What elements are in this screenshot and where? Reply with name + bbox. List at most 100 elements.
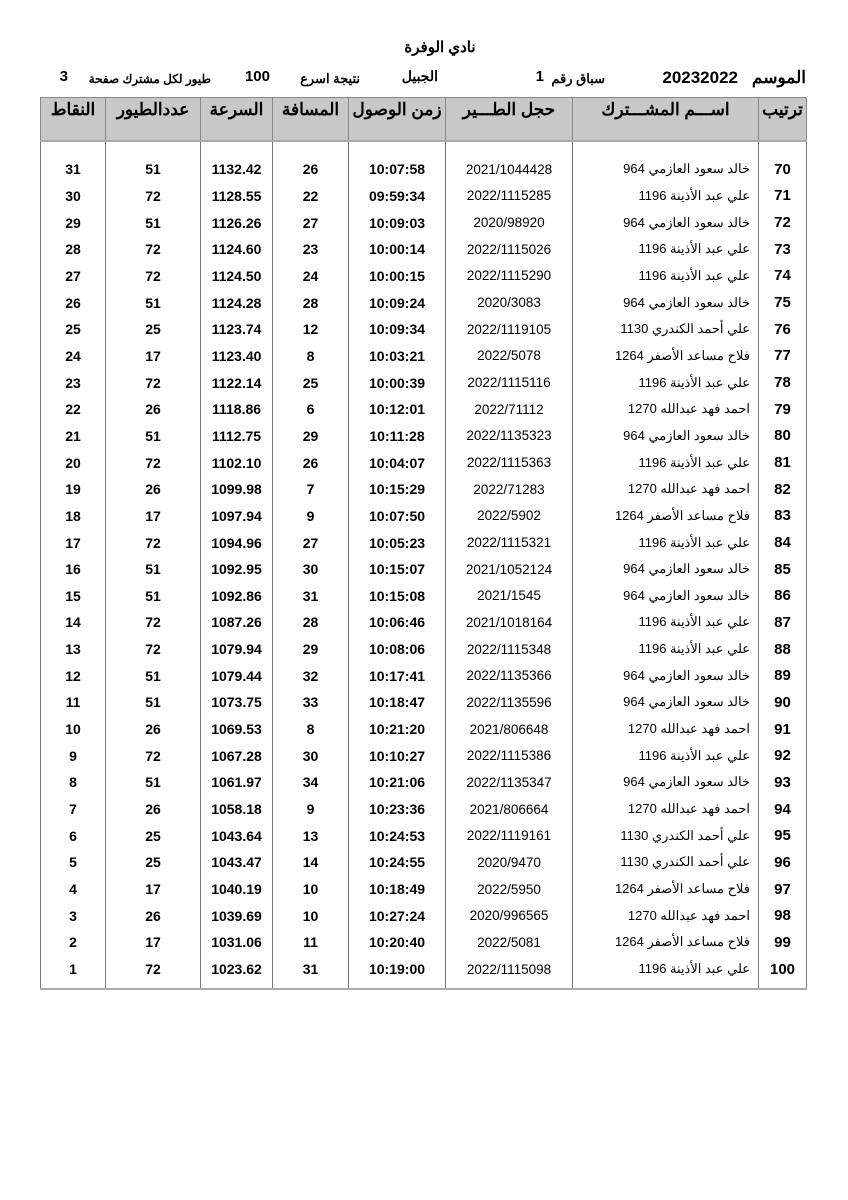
- cell-arrival-time: 10:17:41: [348, 662, 446, 690]
- cell-ring: 2021/1044428: [445, 141, 573, 183]
- cell-ring: 2021/1018164: [445, 609, 573, 636]
- table-row: 89 خالد سعود العازمي 964 2022/1135366 10:17…: [40, 662, 807, 690]
- cell-rank: 76: [758, 315, 807, 343]
- cell-speed: 1123.74: [200, 315, 273, 343]
- cell-member-name: خالد سعود العازمي 964: [572, 209, 759, 236]
- cell-member-name: احمد فهد عبدالله 1270: [572, 395, 759, 423]
- cell-speed: 1097.94: [200, 502, 273, 530]
- table-row: 86 خالد سعود العازمي 964 2021/1545 10:15:08…: [40, 582, 807, 610]
- cell-arrival-time: 10:24:55: [348, 849, 446, 876]
- cell-speed: 1102.10: [200, 449, 273, 476]
- cell-member-name: علي عبد الأذينة 1196: [572, 235, 759, 263]
- cell-speed: 1079.44: [200, 662, 273, 690]
- cell-member-name: خالد سعود العازمي 964: [572, 689, 759, 716]
- cell-arrival-time: 10:03:21: [348, 342, 446, 370]
- table-row: 75 خالد سعود العازمي 964 2020/3083 10:09:24…: [40, 289, 807, 316]
- cell-speed: 1061.97: [200, 769, 273, 796]
- cell-arrival-time: 10:23:36: [348, 795, 446, 823]
- cell-distance: 28: [272, 609, 349, 636]
- cell-ring: 2020/9470: [445, 849, 573, 876]
- cell-distance: 33: [272, 689, 349, 716]
- table-row: 90 خالد سعود العازمي 964 2022/1135596 10:18…: [40, 689, 807, 716]
- cell-member-name: خالد سعود العازمي 964: [572, 662, 759, 690]
- cell-ring: 2020/3083: [445, 289, 573, 316]
- cell-points: 7: [40, 795, 106, 823]
- cell-rank: 92: [758, 742, 807, 770]
- cell-arrival-time: 10:05:23: [348, 529, 446, 556]
- table-row: 97 فلاح مساعد الأصفر 1264 2022/5950 10:18:4…: [40, 875, 807, 903]
- table-row: 98 احمد فهد عبدالله 1270 2020/996565 10:27:…: [40, 902, 807, 930]
- cell-speed: 1043.47: [200, 849, 273, 876]
- cell-rank: 72: [758, 209, 807, 236]
- cell-ring: 2022/1135347: [445, 769, 573, 796]
- cell-bird-count: 51: [105, 582, 201, 610]
- cell-member-name: خالد سعود العازمي 964: [572, 141, 759, 183]
- header-rank: ترتيب: [758, 97, 807, 142]
- cell-distance: 29: [272, 635, 349, 663]
- cell-member-name: علي عبد الأذينة 1196: [572, 742, 759, 770]
- race-location: الجبيل: [401, 68, 438, 84]
- cell-bird-count: 72: [105, 609, 201, 636]
- cell-rank: 96: [758, 849, 807, 876]
- table-row: 73 علي عبد الأذينة 1196 2022/1115026 10:00:…: [40, 235, 807, 263]
- cell-arrival-time: 10:00:15: [348, 262, 446, 290]
- cell-ring: 2022/1135323: [445, 422, 573, 450]
- cell-speed: 1073.75: [200, 689, 273, 716]
- cell-ring: 2022/5902: [445, 502, 573, 530]
- cell-ring: 2022/1119105: [445, 315, 573, 343]
- cell-rank: 93: [758, 769, 807, 796]
- cell-points: 18: [40, 502, 106, 530]
- table-row: 80 خالد سعود العازمي 964 2022/1135323 10:11…: [40, 422, 807, 450]
- cell-ring: 2021/806664: [445, 795, 573, 823]
- table-row: 88 علي عبد الأذينة 1196 2022/1115348 10:08:…: [40, 635, 807, 663]
- cell-points: 22: [40, 395, 106, 423]
- cell-speed: 1092.86: [200, 582, 273, 610]
- cell-distance: 26: [272, 449, 349, 476]
- cell-distance: 14: [272, 849, 349, 876]
- result-label: نتيجة اسرع: [300, 71, 360, 86]
- cell-speed: 1122.14: [200, 369, 273, 396]
- cell-member-name: احمد فهد عبدالله 1270: [572, 715, 759, 743]
- table-row: 99 فلاح مساعد الأصفر 1264 2022/5081 10:20:4…: [40, 929, 807, 956]
- table-header-row: ترتيب اســـم المشـــترك حجل الطـــير زمن…: [40, 97, 807, 142]
- cell-member-name: فلاح مساعد الأصفر 1264: [572, 875, 759, 903]
- cell-arrival-time: 10:06:46: [348, 609, 446, 636]
- cell-ring: 2022/5078: [445, 342, 573, 370]
- cell-distance: 10: [272, 875, 349, 903]
- cell-points: 19: [40, 475, 106, 503]
- cell-rank: 83: [758, 502, 807, 530]
- cell-member-name: علي عبد الأذينة 1196: [572, 635, 759, 663]
- table-row: 84 علي عبد الأذينة 1196 2022/1115321 10:05:…: [40, 529, 807, 556]
- cell-distance: 29: [272, 422, 349, 450]
- cell-distance: 27: [272, 209, 349, 236]
- page-number: 3: [59, 68, 68, 85]
- cell-speed: 1124.50: [200, 262, 273, 290]
- cell-rank: 84: [758, 529, 807, 556]
- table-row: 77 فلاح مساعد الأصفر 1264 2022/5078 10:03:2…: [40, 342, 807, 370]
- result-count: 100: [244, 68, 270, 85]
- season-value: 20232022: [662, 68, 738, 87]
- cell-rank: 91: [758, 715, 807, 743]
- cell-speed: 1126.26: [200, 209, 273, 236]
- cell-points: 27: [40, 262, 106, 290]
- cell-member-name: خالد سعود العازمي 964: [572, 582, 759, 610]
- cell-bird-count: 72: [105, 955, 201, 991]
- cell-speed: 1039.69: [200, 902, 273, 930]
- cell-arrival-time: 10:18:47: [348, 689, 446, 716]
- cell-arrival-time: 10:07:58: [348, 141, 446, 183]
- cell-bird-count: 72: [105, 369, 201, 396]
- cell-distance: 13: [272, 822, 349, 850]
- cell-bird-count: 72: [105, 742, 201, 770]
- cell-rank: 98: [758, 902, 807, 930]
- cell-ring: 2022/1115348: [445, 635, 573, 663]
- results-table: ترتيب اســـم المشـــترك حجل الطـــير زمن…: [40, 97, 807, 991]
- cell-arrival-time: 10:20:40: [348, 929, 446, 956]
- table-row: 85 خالد سعود العازمي 964 2021/1052124 10:15…: [40, 555, 807, 583]
- cell-distance: 9: [272, 795, 349, 823]
- cell-distance: 27: [272, 529, 349, 556]
- cell-distance: 8: [272, 342, 349, 370]
- cell-ring: 2021/1545: [445, 582, 573, 610]
- cell-arrival-time: 10:09:24: [348, 289, 446, 316]
- cell-bird-count: 26: [105, 902, 201, 930]
- cell-member-name: فلاح مساعد الأصفر 1264: [572, 929, 759, 956]
